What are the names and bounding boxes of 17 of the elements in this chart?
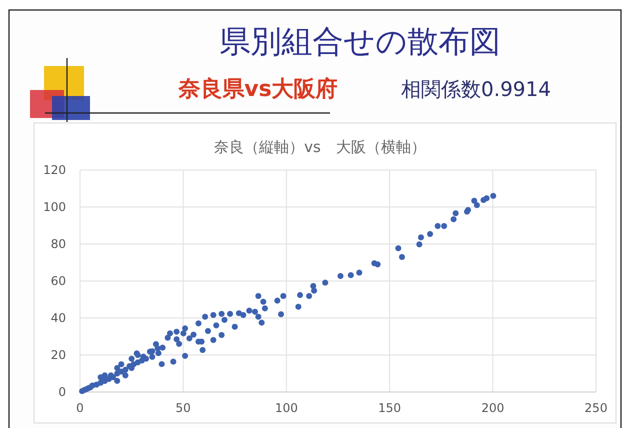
- y-tick-label: 80: [50, 237, 66, 251]
- chart-title: 県別組合せの散布図: [220, 24, 500, 60]
- y-tick-label: 100: [43, 200, 66, 214]
- y-tick-label: 20: [50, 348, 66, 362]
- x-tick-label: 0: [76, 401, 84, 415]
- x-tick-label: 50: [176, 401, 191, 415]
- y-tick-label: 0: [58, 385, 66, 399]
- text: 相関係数0.9914: [401, 77, 551, 101]
- x-tick-label: 150: [378, 401, 402, 415]
- x-tick-label: 100: [274, 401, 298, 415]
- y-tick-label: 60: [50, 274, 66, 288]
- chart-subtitle: 奈良県vs大阪府: [177, 76, 338, 102]
- y-tick-label: 120: [43, 163, 66, 177]
- text: 奈良（縦軸）vs 大阪（横軸）: [214, 138, 426, 156]
- x-tick-label: 200: [481, 401, 504, 415]
- x-tick-label: 250: [584, 401, 608, 415]
- y-tick-label: 40: [50, 311, 66, 325]
